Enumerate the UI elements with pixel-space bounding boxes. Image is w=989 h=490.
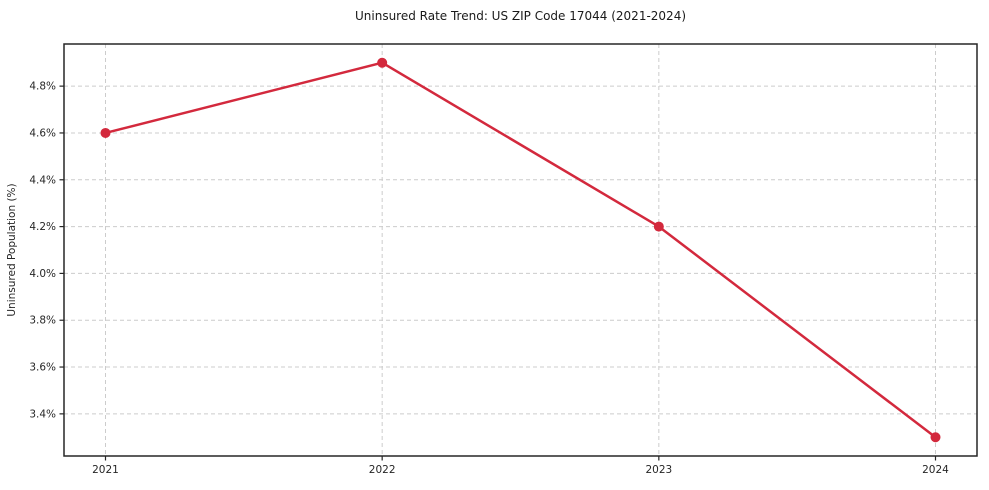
chart-layers: 3.4% 3.6% 3.8% 4.0% 4.2% 4.4% 4.6% 4.8% 2021 2022… xyxy=(29,43,978,476)
y-tick-label: 4.6% xyxy=(29,127,56,139)
y-tick-label: 4.2% xyxy=(29,221,56,233)
y-tick-label: 3.6% xyxy=(29,362,56,374)
plot-border xyxy=(63,43,978,457)
x-tick-label: 2021 xyxy=(92,464,119,476)
y-tick-label: 4.0% xyxy=(29,268,56,280)
data-point-marker xyxy=(930,432,941,443)
x-tick-label: 2022 xyxy=(369,464,396,476)
y-tick-label: 4.8% xyxy=(29,81,56,93)
y-tick-label: 3.8% xyxy=(29,315,56,327)
chart-title: Uninsured Rate Trend: US ZIP Code 17044 … xyxy=(354,9,687,23)
y-tick-label: 3.4% xyxy=(29,408,56,420)
data-point-marker xyxy=(100,127,111,138)
y-axis-label: Uninsured Population (%) xyxy=(6,183,18,316)
x-tick-label: 2023 xyxy=(645,464,672,476)
data-point-marker xyxy=(653,221,664,232)
data-point-marker xyxy=(377,57,388,68)
x-tick-label: 2024 xyxy=(922,464,949,476)
y-tick-label: 4.4% xyxy=(29,174,56,186)
trend-line xyxy=(104,61,937,439)
